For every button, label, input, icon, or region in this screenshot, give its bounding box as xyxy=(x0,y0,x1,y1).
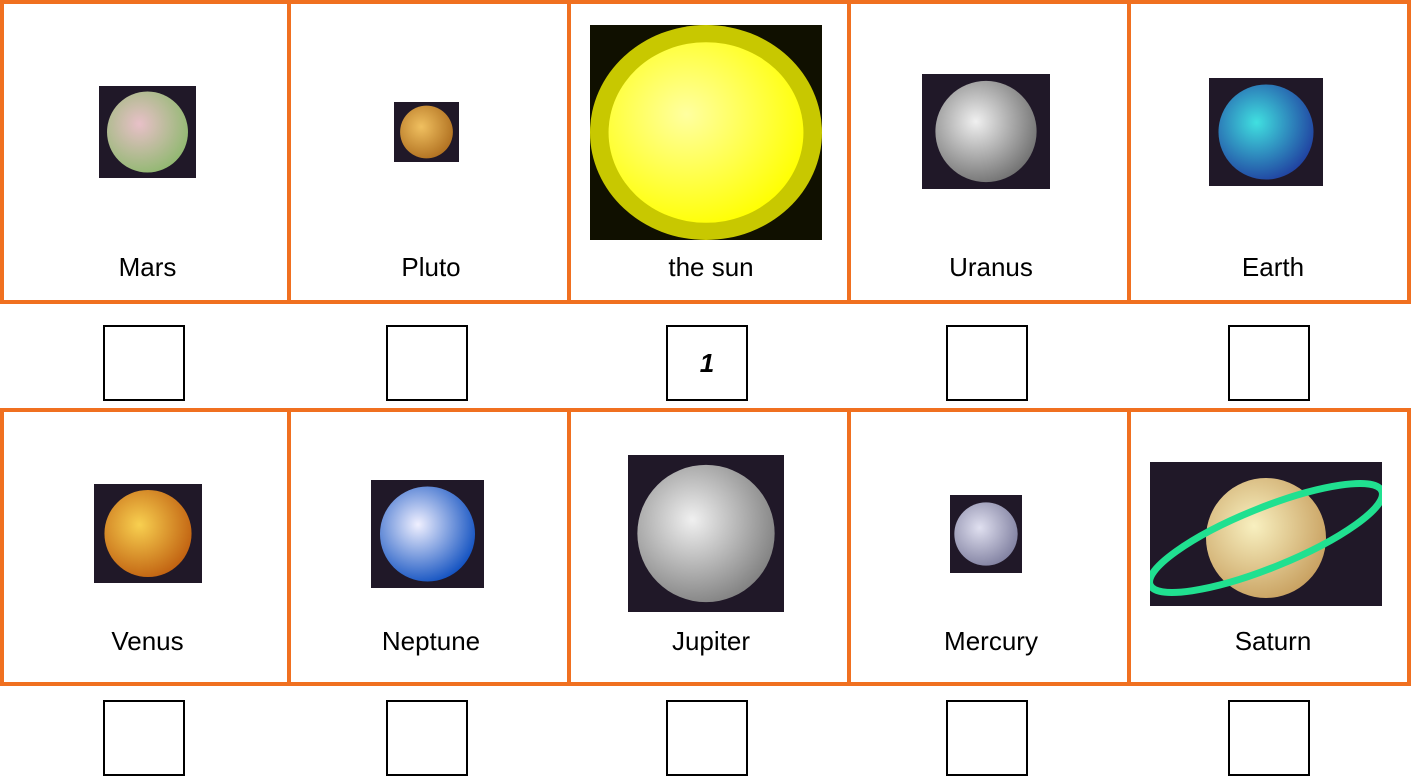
planet-image xyxy=(1150,462,1382,606)
planet-image xyxy=(922,74,1050,189)
planet-image xyxy=(1209,78,1323,186)
answer-box xyxy=(1228,325,1310,401)
worksheet: {"rows": [ {"cells": [{"label": "Mars"},… xyxy=(0,0,1411,779)
answer-box xyxy=(386,700,468,776)
planet-image xyxy=(394,102,459,162)
planet-disc xyxy=(104,490,191,577)
planet-disc xyxy=(380,486,475,581)
answer-box xyxy=(103,700,185,776)
answer-box xyxy=(946,325,1028,401)
planet-image xyxy=(628,455,784,612)
planet-disc xyxy=(400,106,453,159)
planet-label: Earth xyxy=(1131,252,1411,283)
planet-label: Jupiter xyxy=(571,626,851,657)
sun-disc xyxy=(609,42,804,223)
answer-box xyxy=(386,325,468,401)
planet-label: Pluto xyxy=(291,252,571,283)
planet-label: Uranus xyxy=(851,252,1131,283)
planet-disc xyxy=(935,81,1036,182)
answer-box xyxy=(103,325,185,401)
planet-image xyxy=(99,86,196,178)
answer-box: 1 xyxy=(666,325,748,401)
planet-image xyxy=(950,495,1022,573)
answer-box xyxy=(666,700,748,776)
planet-label: Mercury xyxy=(851,626,1131,657)
planet-image xyxy=(371,480,484,588)
planet-label: Neptune xyxy=(291,626,571,657)
planet-label: Saturn xyxy=(1131,626,1411,657)
planet-label: Venus xyxy=(4,626,291,657)
planet-label: Mars xyxy=(4,252,291,283)
planet-label: the sun xyxy=(571,252,851,283)
planet-image xyxy=(590,25,822,240)
planet-image xyxy=(94,484,202,583)
planet-disc xyxy=(954,502,1017,565)
planet-disc xyxy=(637,465,774,602)
answer-box xyxy=(946,700,1028,776)
answer-box xyxy=(1228,700,1310,776)
planet-disc xyxy=(107,92,188,173)
planet-disc xyxy=(1206,478,1326,598)
planet-disc xyxy=(1218,84,1313,179)
